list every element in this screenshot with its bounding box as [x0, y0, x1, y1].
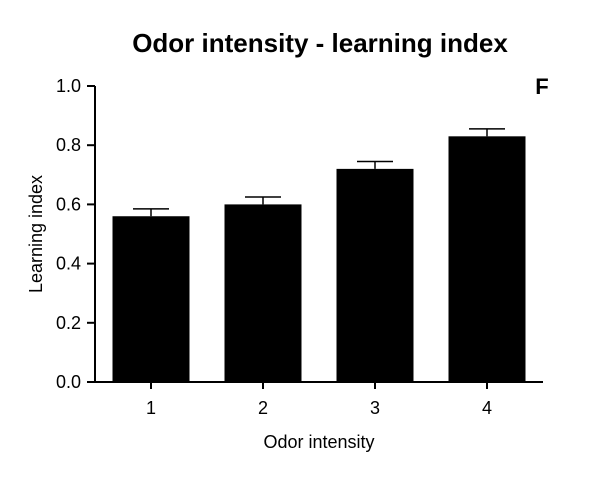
bar-2	[224, 204, 302, 382]
x-axis-title: Odor intensity	[263, 432, 374, 452]
x-tick-label-3: 3	[370, 398, 380, 418]
bar-1	[112, 216, 190, 382]
y-ticks-group: 0.0 0.2 0.4 0.6 0.8 1.0	[56, 76, 95, 392]
bars-group	[112, 136, 526, 382]
error-bars-group	[133, 128, 505, 217]
x-tick-label-2: 2	[258, 398, 268, 418]
y-tick-label-0.2: 0.2	[56, 313, 81, 333]
x-tick-label-4: 4	[482, 398, 492, 418]
panel-label: F	[535, 74, 548, 99]
x-tick-label-1: 1	[146, 398, 156, 418]
y-tick-label-0.0: 0.0	[56, 372, 81, 392]
y-tick-label-0.6: 0.6	[56, 194, 81, 214]
bar-3	[336, 168, 414, 382]
y-tick-label-0.8: 0.8	[56, 135, 81, 155]
y-axis-title: Learning index	[26, 175, 46, 293]
bar-4	[448, 136, 526, 382]
chart-title: Odor intensity - learning index	[132, 28, 508, 58]
x-ticks-group: 1 2 3 4	[146, 382, 492, 418]
y-tick-label-0.4: 0.4	[56, 254, 81, 274]
y-tick-label-1.0: 1.0	[56, 76, 81, 96]
